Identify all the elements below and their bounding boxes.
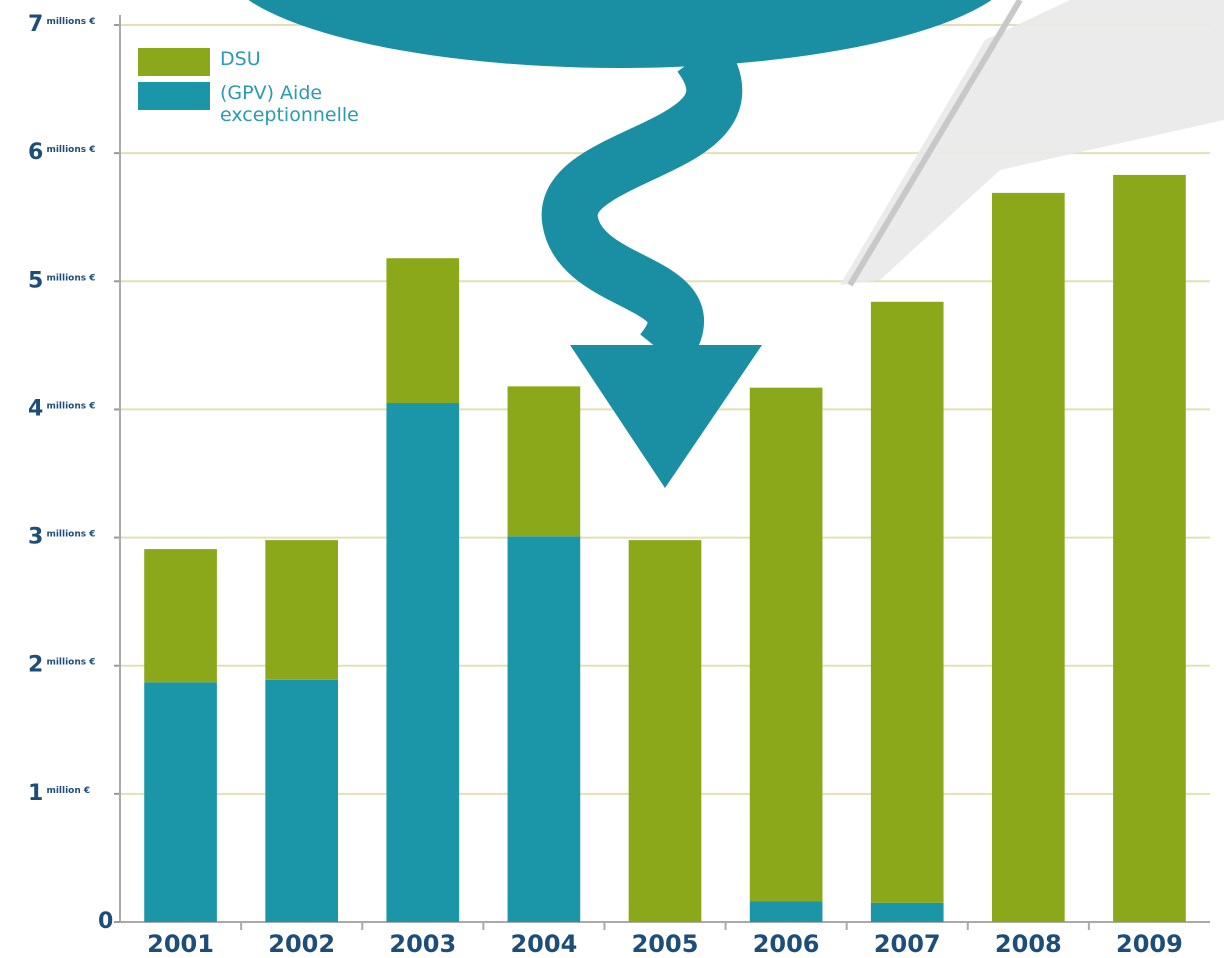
- bar-segment: [992, 192, 1065, 923]
- x-tick-label: 2008: [995, 930, 1062, 958]
- x-tick-label: 2004: [510, 930, 577, 958]
- x-tick-label: 2009: [1116, 930, 1183, 958]
- arrow-head: [570, 345, 762, 488]
- y-tick-label: 6 millions €: [28, 140, 96, 165]
- y-tick-label: 5 millions €: [28, 268, 96, 293]
- legend-label: (GPV) Aide exceptionnelle: [220, 82, 359, 126]
- x-tick-label: 2006: [753, 930, 820, 958]
- bar-segment: [628, 540, 702, 922]
- bar-segment: [1113, 174, 1186, 923]
- y-tick-label: 7 millions €: [28, 12, 96, 37]
- legend-item: DSU: [138, 48, 390, 76]
- bar-segment: [507, 536, 581, 922]
- bar-segment: [386, 258, 460, 404]
- legend-item: (GPV) Aide exceptionnelle: [138, 82, 390, 126]
- arrow-body: [541, 38, 743, 370]
- bar-segment: [265, 679, 338, 922]
- legend: DSU (GPV) Aide exceptionnelle: [138, 48, 390, 132]
- y-tick-label: 0: [98, 909, 113, 934]
- bar-segment: [749, 901, 823, 922]
- bar-segment: [870, 301, 944, 903]
- x-tick-label: 2002: [268, 930, 335, 958]
- bar-segment: [870, 902, 944, 922]
- bar-segment: [144, 682, 217, 922]
- peel-edge: [847, 0, 1023, 287]
- speech-bubble: [248, 0, 992, 68]
- x-tick-label: 2007: [874, 930, 941, 958]
- page-peel: [840, 0, 1224, 285]
- x-tick-label: 2003: [389, 930, 456, 958]
- x-tick-label: 2005: [632, 930, 699, 958]
- bar-segment: [265, 540, 338, 680]
- bar-segment: [507, 386, 581, 537]
- y-tick-label: 3 millions €: [28, 525, 96, 550]
- y-tick-label: 1 million €: [28, 781, 90, 806]
- bar-segment: [386, 403, 460, 922]
- y-tick-label: 2 millions €: [28, 653, 96, 678]
- legend-label: DSU: [220, 48, 261, 70]
- plot: 0 1 million € 2 millions € 3 millions € 4 mi…: [28, 12, 1210, 958]
- bar-segment: [749, 387, 823, 902]
- bar-segment: [144, 549, 217, 683]
- x-tick-label: 2001: [147, 930, 214, 958]
- legend-swatch: [138, 82, 210, 110]
- y-tick-label: 4 millions €: [28, 396, 96, 421]
- decoration: [248, 0, 1224, 488]
- legend-swatch: [138, 48, 210, 76]
